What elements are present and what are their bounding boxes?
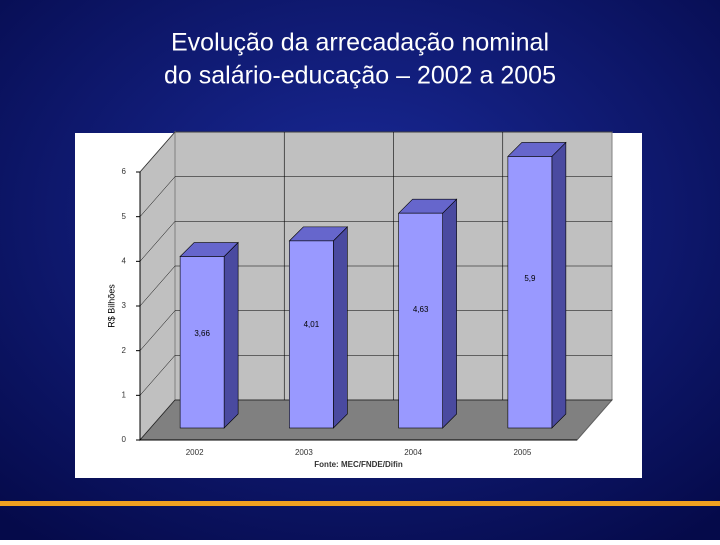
value-label: 4,63 xyxy=(413,305,429,314)
footer-rule xyxy=(0,501,720,506)
x-tick-label: 2005 xyxy=(513,448,531,457)
value-label: 3,66 xyxy=(194,329,210,338)
y-tick-label: 6 xyxy=(122,167,127,176)
value-label: 4,01 xyxy=(304,320,320,329)
grid-line xyxy=(139,131,176,173)
bar-side xyxy=(223,241,239,429)
grid-line xyxy=(139,221,176,262)
y-tick-label: 4 xyxy=(122,256,127,265)
grid-line xyxy=(139,355,176,396)
y-tick-label: 1 xyxy=(122,390,127,399)
grid-line xyxy=(139,265,176,307)
grid-line xyxy=(139,176,176,217)
value-label: 5,9 xyxy=(524,274,536,283)
y-tick-label: 0 xyxy=(122,435,127,444)
x-tick-label: 2002 xyxy=(186,448,204,457)
source-note: Fonte: MEC/FNDE/Difin xyxy=(314,460,403,469)
y-axis-label: R$ Bilhões xyxy=(106,284,116,328)
x-tick-label: 2003 xyxy=(295,448,313,457)
y-tick-label: 3 xyxy=(122,301,127,310)
y-tick-label: 5 xyxy=(122,212,127,221)
bar xyxy=(289,240,334,429)
grid-line xyxy=(139,399,176,441)
bar-side xyxy=(333,226,348,429)
bar-side xyxy=(551,141,567,429)
bar-side xyxy=(442,198,457,429)
title-line: Evolução da arrecadação nominal xyxy=(171,29,549,57)
bar xyxy=(398,212,443,429)
bar xyxy=(179,256,225,429)
title-line: do salário-educação – 2002 a 2005 xyxy=(164,62,556,90)
y-tick-label: 2 xyxy=(122,346,127,355)
grid-line xyxy=(139,310,176,351)
x-tick-label: 2004 xyxy=(404,448,422,457)
bar xyxy=(507,156,553,429)
